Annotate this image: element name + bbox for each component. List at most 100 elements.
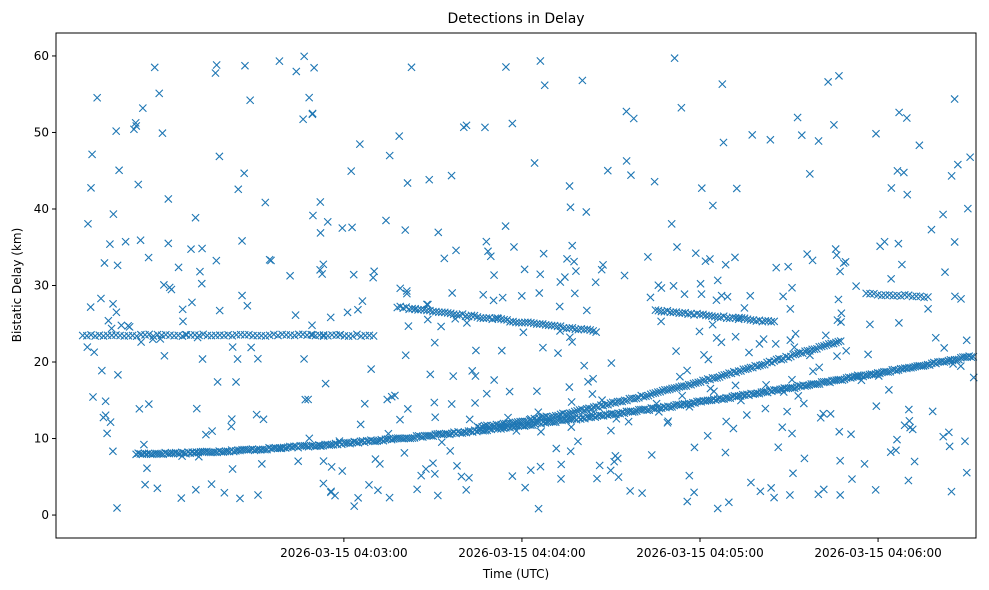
clutter-point <box>107 324 116 333</box>
clutter-point <box>735 313 744 322</box>
clutter-point <box>257 459 266 468</box>
clutter-point <box>657 317 666 326</box>
clutter-point <box>587 410 596 419</box>
clutter-point <box>382 216 390 225</box>
clutter-point <box>423 300 432 309</box>
clutter-point <box>425 175 434 184</box>
clutter-point <box>899 168 908 177</box>
clutter-point <box>566 203 575 212</box>
clutter-point <box>150 63 159 72</box>
clutter-point <box>836 456 845 465</box>
clutter-point <box>100 258 109 267</box>
track-point <box>767 317 776 326</box>
clutter-point <box>207 480 216 489</box>
clutter-point <box>365 480 373 489</box>
clutter-point <box>316 441 325 450</box>
clutter-point <box>215 306 224 315</box>
clutter-point <box>139 440 148 449</box>
track-point <box>630 394 639 403</box>
y-tick-label: 50 <box>34 125 49 139</box>
clutter-point <box>138 104 147 113</box>
clutter-point <box>390 391 399 400</box>
clutter-point <box>93 93 102 102</box>
clutter-point <box>652 399 661 408</box>
y-axis-label: Bistatic Delay (km) <box>10 228 24 343</box>
clutter-point <box>620 271 629 280</box>
clutter-point <box>847 430 856 439</box>
track-point <box>777 355 786 364</box>
track-point <box>580 406 589 415</box>
clutter-point <box>880 237 889 246</box>
clutter-point <box>690 443 699 452</box>
clutter-point <box>939 210 948 219</box>
clutter-point <box>591 278 600 287</box>
track-point <box>701 376 710 385</box>
clutter-point <box>836 317 845 326</box>
clutter-point <box>622 156 631 165</box>
clutter-point <box>369 273 378 282</box>
clutter-point <box>446 446 455 455</box>
track-point <box>696 377 705 386</box>
clutter-point <box>791 329 800 338</box>
clutter-point <box>568 241 577 250</box>
clutter-point <box>779 292 788 301</box>
clutter-point <box>638 489 647 498</box>
clutter-point <box>300 354 309 363</box>
clutter-point <box>101 397 110 406</box>
clutter-point <box>864 350 873 359</box>
clutter-point <box>191 213 200 222</box>
clutter-point <box>486 252 495 261</box>
clutter-point <box>729 424 738 433</box>
clutter-point <box>356 420 365 429</box>
clutter-point <box>536 427 545 436</box>
clutter-point <box>112 308 121 317</box>
clutter-point <box>253 354 262 363</box>
clutter-point <box>832 251 841 260</box>
clutter-point <box>294 457 303 466</box>
clutter-point <box>520 265 529 274</box>
clutter-point <box>505 387 514 396</box>
clutter-point <box>800 454 809 463</box>
clutter-point <box>786 304 795 313</box>
track-point <box>514 318 523 327</box>
clutter-point <box>626 486 635 495</box>
clutter-point <box>402 289 411 298</box>
y-tick-label: 20 <box>34 355 49 369</box>
clutter-point <box>680 290 689 299</box>
clutter-point <box>703 431 712 440</box>
clutter-point <box>403 404 412 413</box>
clutter-point <box>373 486 382 495</box>
clutter-point <box>144 400 153 409</box>
clutter-point <box>836 490 845 499</box>
clutter-point <box>299 115 308 124</box>
clutter-point <box>534 408 543 417</box>
clutter-point <box>227 422 236 431</box>
clutter-point <box>835 427 844 436</box>
clutter-point <box>396 415 404 424</box>
clutter-point <box>498 293 507 302</box>
clutter-point <box>449 372 458 381</box>
track-point <box>646 390 655 399</box>
clutter-point <box>695 327 704 336</box>
track-point <box>698 376 707 385</box>
clutter-point <box>847 475 856 484</box>
clutter-point <box>252 410 261 419</box>
clutter-point <box>135 404 144 413</box>
clutter-point <box>316 228 325 237</box>
clutter-point <box>208 427 217 436</box>
clutter-point <box>584 377 593 386</box>
clutter-point <box>833 352 842 361</box>
track-point <box>434 308 443 317</box>
track-point <box>717 371 726 380</box>
clutter-point <box>887 183 896 192</box>
clutter-point <box>712 333 721 342</box>
clutter-point <box>748 130 757 139</box>
track-point <box>666 308 675 317</box>
clutter-point <box>165 283 174 292</box>
clutter-point <box>947 487 956 496</box>
track-point <box>831 338 840 347</box>
track-point <box>408 434 417 443</box>
clutter-point <box>588 390 597 399</box>
track-point <box>632 394 641 403</box>
clutter-point <box>228 343 237 352</box>
